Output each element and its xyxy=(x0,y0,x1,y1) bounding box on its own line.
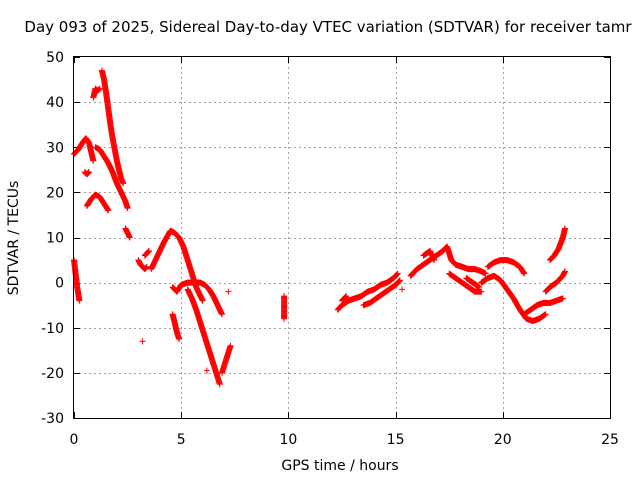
x-axis-label: GPS time / hours xyxy=(281,458,398,474)
axis-ticks: 0 5 10 15 20 25 -30 -20 -10 0 10 20 30 40 50 xyxy=(41,50,619,448)
y-tick-label: -20 xyxy=(41,366,64,382)
data-point xyxy=(225,288,232,295)
data-point xyxy=(176,336,183,343)
data-point xyxy=(86,169,93,176)
data-point xyxy=(431,257,438,264)
chart-gridlines xyxy=(74,57,610,418)
data-point xyxy=(76,297,83,304)
data-point xyxy=(394,270,401,277)
data-point xyxy=(203,367,210,374)
data-point xyxy=(216,381,223,388)
data-point xyxy=(139,338,146,345)
data-point xyxy=(218,311,225,318)
data-point xyxy=(478,288,485,295)
data-point xyxy=(124,205,131,212)
data-point xyxy=(120,180,127,187)
data-point xyxy=(561,225,568,232)
y-axis-label: SDTVAR / TECUs xyxy=(6,181,22,296)
data-point xyxy=(396,277,403,284)
chart-title: Day 093 of 2025, Sidereal Day-to-day VTE… xyxy=(24,18,632,36)
data-point xyxy=(343,293,350,300)
data-point xyxy=(521,270,528,277)
x-tick-label: 0 xyxy=(70,432,79,448)
data-point xyxy=(199,297,206,304)
data-point xyxy=(96,85,103,92)
data-markers xyxy=(71,67,568,388)
y-tick-label: 40 xyxy=(46,95,64,111)
x-tick-label: 10 xyxy=(279,432,297,448)
y-tick-label: 0 xyxy=(55,276,64,292)
x-tick-label: 15 xyxy=(387,432,405,448)
plot-frame xyxy=(73,56,611,419)
data-point xyxy=(476,284,483,291)
y-tick-label: 50 xyxy=(46,50,64,66)
data-point xyxy=(399,286,406,293)
data-point xyxy=(105,207,112,214)
y-tick-label: 20 xyxy=(46,185,64,201)
data-point xyxy=(143,263,150,270)
data-point xyxy=(90,157,97,164)
data-point xyxy=(482,270,489,277)
data-point xyxy=(146,248,153,255)
x-tick-label: 20 xyxy=(494,432,512,448)
data-point xyxy=(542,311,549,318)
data-point xyxy=(126,234,133,241)
y-tick-label: 30 xyxy=(46,140,64,156)
x-tick-label: 25 xyxy=(601,432,619,448)
data-point xyxy=(561,268,568,275)
y-tick-label: 10 xyxy=(46,231,64,247)
data-point xyxy=(559,295,566,302)
y-tick-label: -30 xyxy=(41,411,64,427)
data-point xyxy=(227,342,234,349)
y-tick-label: -10 xyxy=(41,321,64,337)
x-tick-label: 5 xyxy=(177,432,186,448)
data-point xyxy=(281,315,288,322)
